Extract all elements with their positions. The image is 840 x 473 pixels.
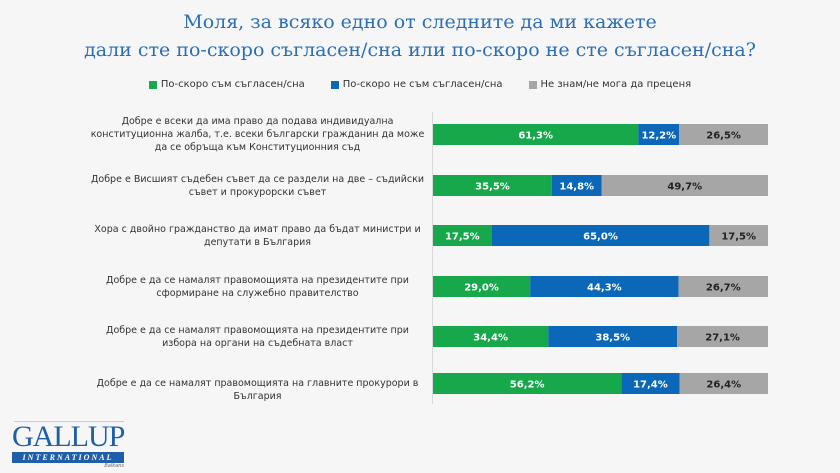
legend: По-скоро съм съгласен/сна По-скоро не съ…	[0, 79, 840, 90]
category-label: Добре е да се намалят правомощията на гл…	[96, 378, 419, 402]
data-label: 65,0%	[583, 232, 618, 243]
bar-segment	[709, 225, 768, 246]
bar-segment	[677, 326, 768, 347]
bar-segment	[551, 175, 602, 196]
bar-segment	[530, 276, 679, 297]
data-label: 27,1%	[705, 333, 740, 344]
category-label: Добре е Висшият съдебен съвет да се разд…	[90, 173, 425, 198]
data-label: 29,0%	[464, 283, 499, 294]
category-label: Хора с двойно гражданство да имат право …	[94, 223, 421, 248]
bar-segment	[433, 124, 639, 145]
legend-item-dont-know: Не знам/не мога да преценя	[528, 79, 692, 90]
data-label: 56,2%	[510, 380, 545, 391]
data-label: 61,3%	[518, 131, 553, 142]
data-label: 26,4%	[706, 380, 741, 391]
legend-item-disagree: По-скоро не съм съгласен/сна	[330, 79, 503, 90]
gallup-logo: GALLUP INTERNATIONAL Balkans	[12, 420, 125, 469]
data-label: 26,7%	[706, 283, 741, 294]
bar-segment	[433, 225, 492, 246]
data-label: 14,8%	[559, 182, 594, 193]
bar-segment	[433, 326, 549, 347]
title-line-2: дали сте по-скоро съгласен/сна или по-ск…	[84, 39, 756, 61]
bar-segment	[601, 175, 768, 196]
category-label: Добре е да се намалят правомощията на пр…	[106, 274, 409, 299]
data-label: 44,3%	[587, 283, 622, 294]
data-label: 26,5%	[706, 131, 741, 142]
bar-segment	[679, 373, 768, 394]
data-label: 17,4%	[633, 380, 668, 391]
legend-label: По-скоро не съм съгласен/сна	[342, 79, 503, 90]
bar-segment	[433, 373, 622, 394]
bar-segment	[679, 124, 768, 145]
data-label: 35,5%	[475, 182, 510, 193]
chart-title: Моля, за всяко едно от следните да ми ка…	[0, 8, 840, 64]
title-line-1: Моля, за всяко едно от следните да ми ка…	[183, 11, 657, 33]
category-label: Добре е всеки да има право да подава инд…	[90, 116, 425, 153]
legend-label: Не знам/не мога да преценя	[540, 79, 692, 90]
divider	[14, 421, 124, 422]
bar-segment	[678, 276, 768, 297]
data-label: 12,2%	[641, 131, 676, 142]
legend-swatch	[148, 80, 157, 89]
category-label: Добре е да се намалят правомощията на пр…	[106, 324, 409, 349]
legend-swatch	[528, 80, 537, 89]
data-label: 38,5%	[595, 333, 630, 344]
bar-segment	[433, 276, 531, 297]
category-axis	[432, 112, 433, 404]
bar-segment	[621, 373, 680, 394]
legend-swatch	[330, 80, 339, 89]
legend-item-agree: По-скоро съм съгласен/сна	[148, 79, 305, 90]
bar-segment	[491, 225, 710, 246]
bar-segment	[548, 326, 678, 347]
data-label: 17,5%	[445, 232, 480, 243]
data-label: 17,5%	[721, 232, 756, 243]
bar-segment	[433, 175, 552, 196]
legend-label: По-скоро съм съгласен/сна	[160, 79, 305, 90]
data-label: 49,7%	[667, 182, 702, 193]
bar-segment	[638, 124, 680, 145]
data-label: 34,4%	[473, 333, 508, 344]
